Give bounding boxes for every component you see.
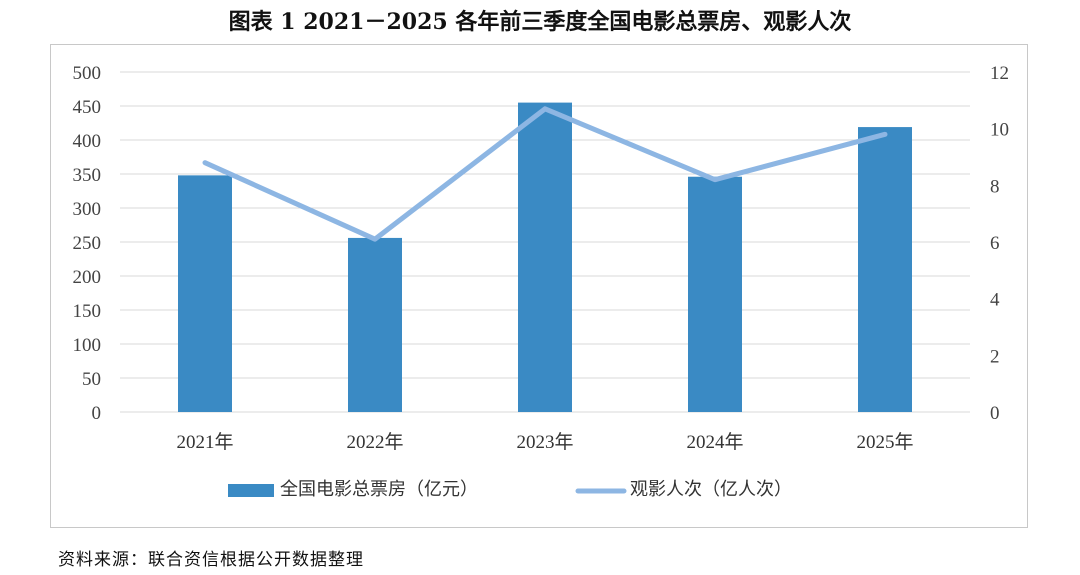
chart-frame [50,44,1028,528]
y-tick-label: 400 [73,131,102,152]
y-tick-label: 50 [82,369,101,390]
y-tick-label: 250 [73,233,102,254]
x-tick-label: 2025年 [856,431,913,453]
source-note: 资料来源：联合资信根据公开数据整理 [58,550,364,570]
y2-tick-label: 12 [990,63,1009,84]
y2-tick-label: 10 [990,120,1009,141]
y-tick-label: 300 [73,199,102,220]
y2-tick-label: 6 [990,233,1000,254]
bar [178,175,232,412]
x-tick-label: 2021年 [176,431,233,453]
bar [348,237,402,412]
legend-bar-swatch [228,484,274,497]
y-tick-label: 500 [73,63,102,84]
y2-tick-label: 2 [990,346,1000,367]
chart-title: 图表 1 2021－2025 各年前三季度全国电影总票房、观影人次 [228,9,852,35]
legend-label: 全国电影总票房（亿元） [280,479,478,500]
line-series [202,106,888,242]
y-tick-label: 150 [73,301,102,322]
y-tick-label: 0 [92,403,102,424]
y2-tick-label: 0 [990,403,1000,424]
x-tick-label: 2023年 [516,431,573,453]
x-tick-label: 2022年 [346,431,403,453]
y-tick-label: 450 [73,97,102,118]
bar [688,176,742,412]
bar [858,127,912,412]
legend-label: 观影人次（亿人次） [630,479,792,500]
y-tick-label: 350 [73,165,102,186]
x-tick-label: 2024年 [686,431,743,453]
y2-tick-label: 4 [990,290,1000,311]
bar [518,102,572,412]
y-tick-label: 200 [73,267,102,288]
y2-tick-label: 8 [990,176,1000,197]
y-tick-label: 100 [73,335,102,356]
